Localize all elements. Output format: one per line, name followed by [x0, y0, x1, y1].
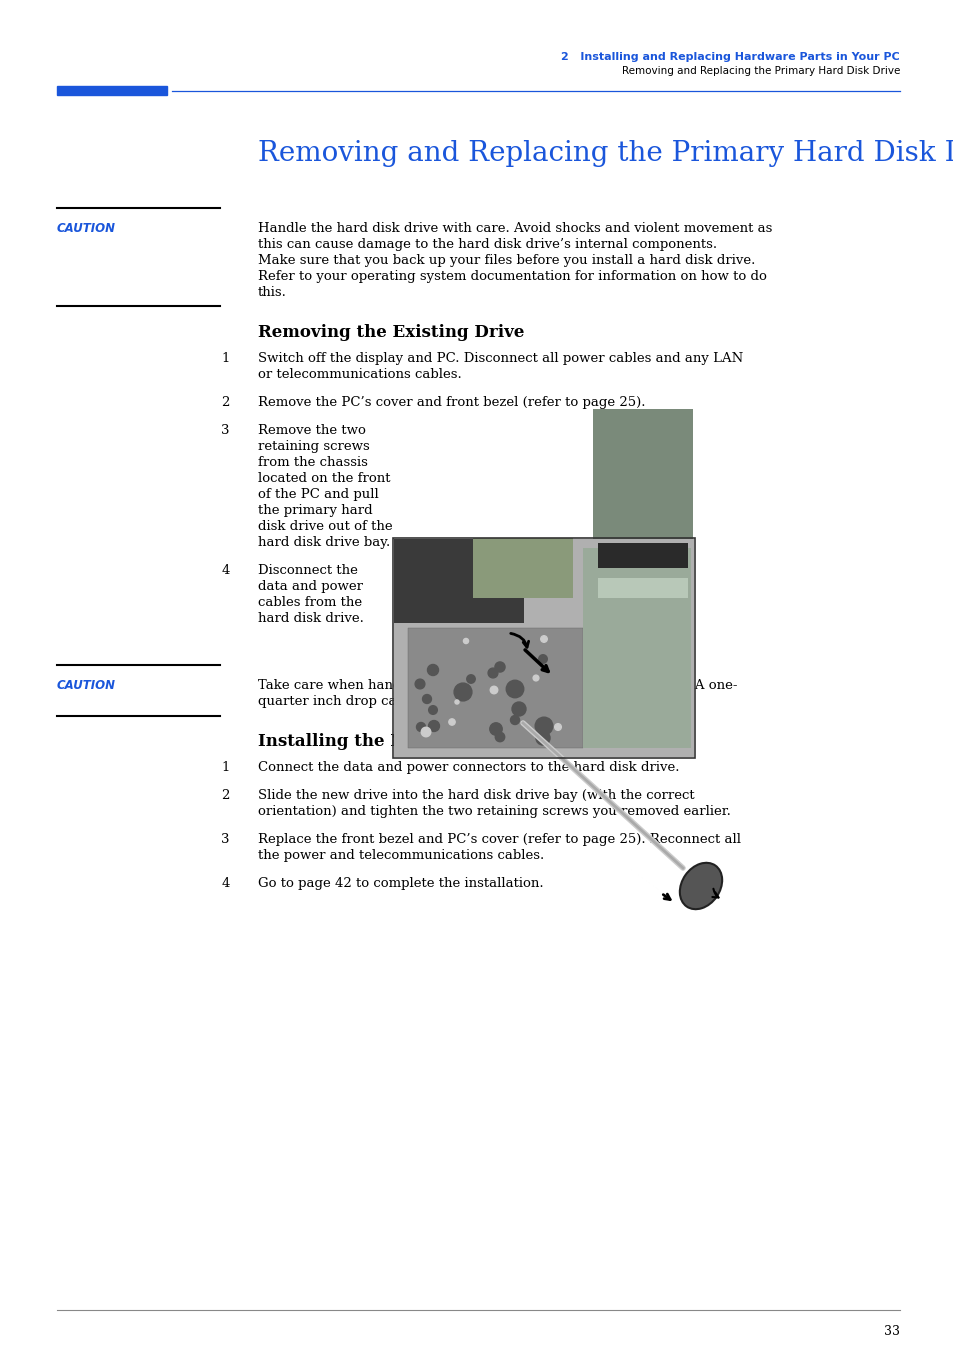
Circle shape	[489, 723, 501, 735]
Circle shape	[455, 700, 458, 704]
Bar	[393, 538, 695, 758]
Text: Go to page 42 to complete the installation.: Go to page 42 to complete the installati…	[257, 877, 543, 890]
Circle shape	[535, 717, 552, 735]
Circle shape	[540, 635, 547, 642]
Text: Handle the hard disk drive with care. Avoid shocks and violent movement as: Handle the hard disk drive with care. Av…	[257, 222, 772, 235]
Text: 2   Installing and Replacing Hardware Parts in Your PC: 2 Installing and Replacing Hardware Part…	[560, 51, 899, 62]
Circle shape	[536, 731, 550, 745]
Circle shape	[495, 662, 504, 672]
Text: Take care when handling the hard disk drive during installation. A one-: Take care when handling the hard disk dr…	[257, 679, 737, 692]
Text: this.: this.	[257, 287, 287, 299]
Text: 1: 1	[221, 352, 230, 365]
Circle shape	[466, 675, 475, 683]
Text: Removing and Replacing the Primary Hard Disk Drive: Removing and Replacing the Primary Hard …	[621, 66, 899, 76]
Text: the primary hard: the primary hard	[257, 504, 373, 516]
Text: Removing and Replacing the Primary Hard Disk Drive: Removing and Replacing the Primary Hard …	[257, 141, 953, 168]
Circle shape	[454, 683, 472, 700]
Text: 33: 33	[883, 1325, 899, 1338]
Circle shape	[428, 706, 436, 714]
Text: 1: 1	[221, 761, 230, 773]
Circle shape	[510, 715, 519, 725]
Text: Connect the data and power connectors to the hard disk drive.: Connect the data and power connectors to…	[257, 761, 679, 773]
Bar	[598, 544, 687, 568]
Text: 2: 2	[221, 790, 230, 802]
Text: Remove the two: Remove the two	[257, 425, 366, 437]
Text: 4: 4	[221, 564, 230, 577]
Circle shape	[422, 695, 431, 703]
Text: Disconnect the: Disconnect the	[257, 564, 357, 577]
Text: from the chassis: from the chassis	[257, 456, 368, 469]
Circle shape	[533, 675, 538, 681]
Circle shape	[428, 721, 439, 731]
Text: Installing the New Drive: Installing the New Drive	[257, 733, 485, 750]
Bar	[394, 539, 693, 757]
Bar	[408, 627, 582, 748]
Text: cables from the: cables from the	[257, 596, 362, 608]
Circle shape	[448, 719, 455, 725]
Circle shape	[416, 722, 425, 731]
Text: disk drive out of the: disk drive out of the	[257, 521, 393, 533]
Text: the power and telecommunications cables.: the power and telecommunications cables.	[257, 849, 543, 863]
Text: data and power: data and power	[257, 580, 363, 594]
Circle shape	[512, 702, 525, 717]
Text: CAUTION: CAUTION	[57, 679, 116, 692]
Circle shape	[506, 680, 523, 698]
Circle shape	[463, 638, 468, 644]
Text: Remove the PC’s cover and front bezel (refer to page 25).: Remove the PC’s cover and front bezel (r…	[257, 396, 645, 410]
Text: quarter inch drop can damage it.: quarter inch drop can damage it.	[257, 695, 480, 708]
Text: retaining screws: retaining screws	[257, 439, 370, 453]
Text: Slide the new drive into the hard disk drive bay (with the correct: Slide the new drive into the hard disk d…	[257, 790, 694, 802]
Text: Switch off the display and PC. Disconnect all power cables and any LAN: Switch off the display and PC. Disconnec…	[257, 352, 742, 365]
Circle shape	[427, 664, 438, 676]
Text: Refer to your operating system documentation for information on how to do: Refer to your operating system documenta…	[257, 270, 766, 283]
Text: CAUTION: CAUTION	[57, 222, 116, 235]
Bar	[598, 579, 687, 598]
Circle shape	[495, 733, 504, 742]
Circle shape	[415, 679, 424, 690]
Circle shape	[490, 687, 497, 694]
Ellipse shape	[679, 863, 721, 909]
Circle shape	[554, 723, 560, 730]
Bar	[593, 410, 692, 539]
Bar	[582, 548, 690, 748]
Text: or telecommunications cables.: or telecommunications cables.	[257, 368, 461, 381]
Text: 3: 3	[221, 425, 230, 437]
Bar	[57, 87, 167, 95]
Circle shape	[538, 654, 547, 664]
Text: located on the front: located on the front	[257, 472, 390, 485]
Text: this can cause damage to the hard disk drive’s internal components.: this can cause damage to the hard disk d…	[257, 238, 717, 251]
Circle shape	[488, 668, 497, 677]
Text: Replace the front bezel and PC’s cover (refer to page 25). Reconnect all: Replace the front bezel and PC’s cover (…	[257, 833, 740, 846]
Text: Removing the Existing Drive: Removing the Existing Drive	[257, 324, 524, 341]
Text: 3: 3	[221, 833, 230, 846]
Text: hard disk drive bay.: hard disk drive bay.	[257, 535, 390, 549]
Text: Make sure that you back up your files before you install a hard disk drive.: Make sure that you back up your files be…	[257, 254, 755, 266]
Text: 2: 2	[221, 396, 230, 410]
Text: 4: 4	[221, 877, 230, 890]
Bar	[473, 538, 573, 598]
Bar	[394, 539, 523, 623]
Text: of the PC and pull: of the PC and pull	[257, 488, 378, 502]
Text: hard disk drive.: hard disk drive.	[257, 612, 363, 625]
Circle shape	[421, 727, 431, 737]
Text: orientation) and tighten the two retaining screws you removed earlier.: orientation) and tighten the two retaini…	[257, 804, 730, 818]
